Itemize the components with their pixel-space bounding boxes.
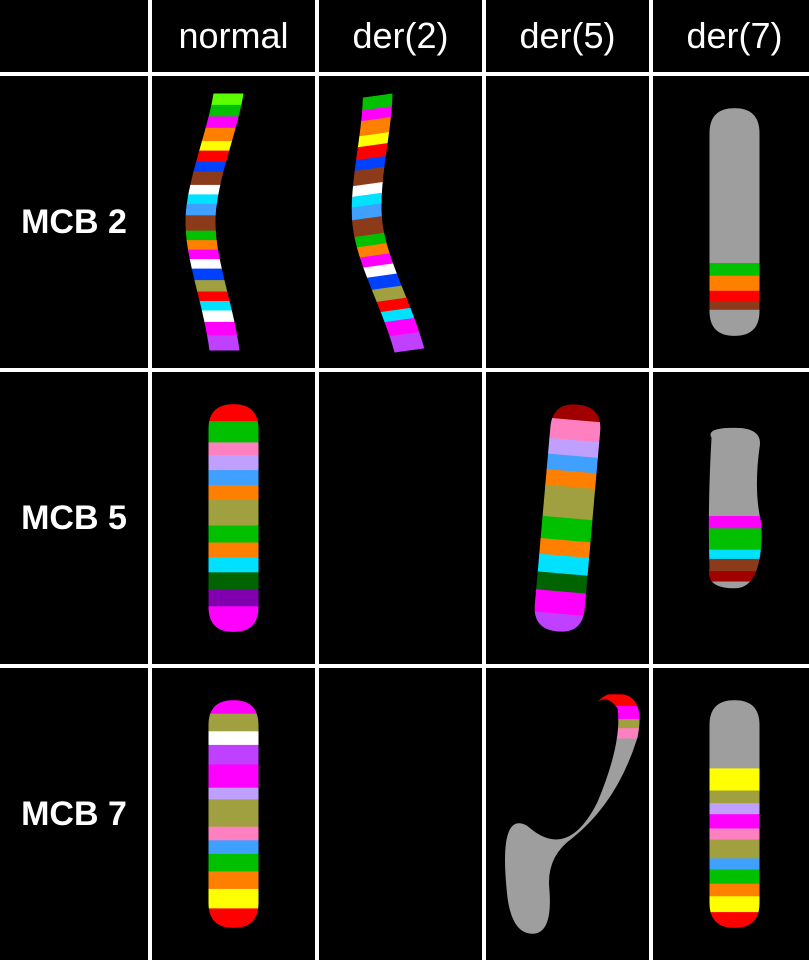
- rowlabel-mcb7: MCB 7: [0, 668, 148, 960]
- col-label: der(7): [686, 15, 782, 57]
- chromosome-svg: [319, 76, 482, 368]
- cell-mcb2-der5: [486, 76, 649, 368]
- header-normal: normal: [152, 0, 315, 72]
- row-label: MCB 7: [21, 795, 127, 834]
- chromosome-svg: [653, 76, 809, 368]
- header-blank: [0, 0, 148, 72]
- chromosome-svg: [152, 372, 315, 664]
- cell-mcb7-der2: [319, 668, 482, 960]
- col-label: der(2): [352, 15, 448, 57]
- header-der5: der(5): [486, 0, 649, 72]
- rowlabel-mcb5: MCB 5: [0, 372, 148, 664]
- chromosome-svg: [152, 76, 315, 368]
- cell-mcb7-der7: [653, 668, 809, 960]
- header-der7: der(7): [653, 0, 809, 72]
- row-label: MCB 5: [21, 499, 127, 538]
- cell-mcb2-normal: [152, 76, 315, 368]
- cell-mcb5-der5: [486, 372, 649, 664]
- cell-mcb5-der7: [653, 372, 809, 664]
- mcb-grid: normal der(2) der(5) der(7) MCB 2: [0, 0, 809, 954]
- chromosome-svg: [486, 372, 649, 664]
- chromosome-svg: [653, 668, 809, 960]
- cell-mcb7-der5: [486, 668, 649, 960]
- cell-mcb7-normal: [152, 668, 315, 960]
- row-label: MCB 2: [21, 203, 127, 242]
- cell-mcb5-der2: [319, 372, 482, 664]
- cell-mcb2-der7: [653, 76, 809, 368]
- cell-mcb5-normal: [152, 372, 315, 664]
- mcb-figure: normal der(2) der(5) der(7) MCB 2: [0, 0, 809, 954]
- chromosome-svg: [152, 668, 315, 960]
- chromosome-svg: [653, 372, 809, 664]
- col-label: normal: [178, 15, 288, 57]
- header-der2: der(2): [319, 0, 482, 72]
- cell-mcb2-der2: [319, 76, 482, 368]
- rowlabel-mcb2: MCB 2: [0, 76, 148, 368]
- col-label: der(5): [519, 15, 615, 57]
- chromosome-svg: [486, 668, 649, 960]
